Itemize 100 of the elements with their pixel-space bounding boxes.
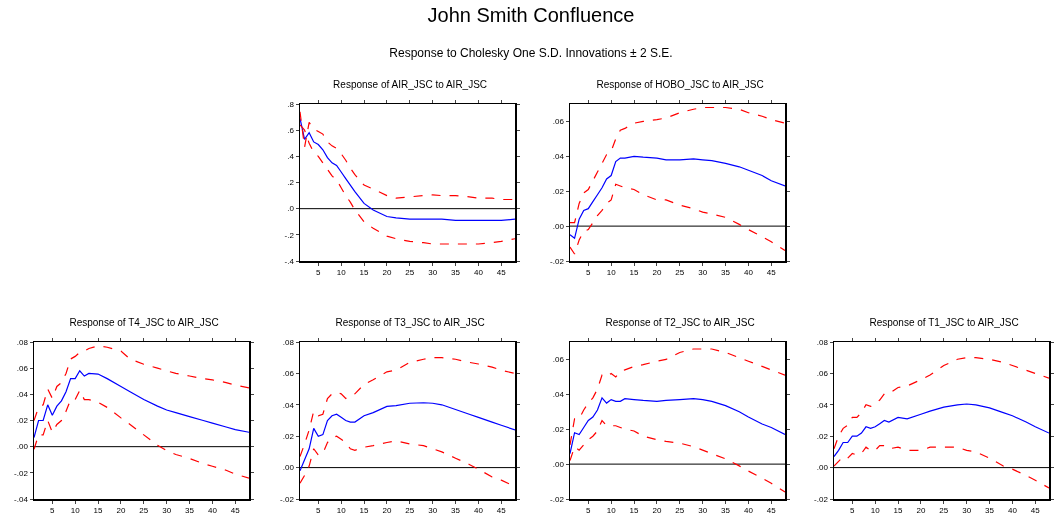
x-tick-label: 5: [316, 506, 322, 516]
y-tick-label: -.02: [814, 494, 829, 504]
x-tick-label: 15: [629, 506, 640, 516]
y-tick-label: .02: [16, 416, 29, 426]
line-series: [34, 370, 249, 439]
line-series: [300, 357, 515, 458]
y-tick-label: .08: [282, 337, 295, 347]
x-tick-label: 5: [316, 268, 322, 278]
line-series: [570, 419, 785, 493]
x-tick-label: 35: [185, 506, 195, 516]
y-tick-label: .8: [287, 99, 295, 109]
line-series: [34, 389, 249, 479]
line-series: [570, 348, 785, 446]
y-tick-label: -.02: [280, 494, 295, 504]
y-tick-label: -.02: [550, 256, 565, 266]
x-tick-label: 15: [629, 268, 640, 278]
y-tick-label: .08: [816, 337, 829, 347]
y-tick-label: .02: [816, 432, 829, 441]
line-series: [570, 106, 785, 224]
x-tick-label: 5: [586, 268, 592, 278]
chart-title: Response of T1_JSC to AIR_JSC: [869, 317, 1019, 329]
x-tick-label: 20: [916, 506, 926, 516]
x-tick-label: 15: [893, 506, 904, 516]
y-tick-label: .02: [552, 425, 565, 435]
y-tick-label: -.4: [284, 256, 295, 266]
x-tick-label: 30: [698, 268, 708, 278]
y-tick-label: -.02: [550, 494, 565, 504]
x-tick-label: 25: [675, 506, 685, 516]
line-series: [834, 403, 1049, 458]
x-tick-label: 35: [451, 268, 461, 278]
x-tick-label: 35: [721, 506, 731, 516]
y-tick-label: .00: [552, 221, 565, 231]
x-tick-label: 20: [382, 268, 392, 278]
x-tick-label: 40: [1007, 506, 1018, 516]
line-series: [834, 357, 1049, 450]
x-tick-label: 20: [116, 506, 126, 516]
x-tick-label: 45: [496, 268, 507, 278]
x-tick-label: 10: [70, 506, 81, 516]
x-tick-label: 20: [652, 506, 662, 516]
x-tick-label: 45: [766, 506, 777, 516]
x-tick-label: 10: [606, 506, 617, 516]
x-tick-label: 10: [336, 506, 347, 516]
y-tick-label: .04: [552, 152, 565, 162]
y-tick-label: .06: [16, 363, 29, 373]
y-tick-label: .06: [816, 369, 829, 379]
y-tick-label: -.2: [284, 230, 295, 240]
x-tick-label: 40: [473, 268, 484, 278]
y-tick-label: .4: [287, 152, 295, 162]
x-tick-label: 45: [496, 506, 507, 516]
x-tick-label: 15: [93, 506, 104, 516]
line-series: [300, 402, 515, 472]
y-tick-label: .04: [16, 390, 29, 400]
y-tick-label: -.02: [14, 468, 29, 478]
x-tick-label: 30: [162, 506, 172, 516]
y-tick-label: .00: [282, 463, 295, 473]
x-tick-label: 10: [870, 506, 881, 516]
x-tick-label: 5: [50, 506, 56, 516]
line-series: [570, 155, 785, 239]
y-tick-label: .0: [287, 204, 295, 214]
chart-title: Response of AIR_JSC to AIR_JSC: [333, 79, 488, 91]
x-tick-label: 25: [405, 506, 415, 516]
x-tick-label: 30: [428, 268, 438, 278]
chart-title: Response of T2_JSC to AIR_JSC: [605, 317, 755, 329]
text: Response to Cholesky One S.D. Innovations ± 2 S.E.: [388, 46, 674, 60]
y-tick-label: .02: [282, 432, 295, 441]
y-tick-label: .04: [552, 390, 565, 400]
x-tick-label: 25: [405, 268, 415, 278]
y-tick-label: .04: [282, 400, 295, 410]
line-series: [834, 445, 1049, 489]
x-tick-label: 25: [939, 506, 949, 516]
text: John Smith Confluence: [426, 4, 636, 27]
x-tick-label: 25: [675, 268, 685, 278]
x-tick-label: 40: [743, 268, 754, 278]
x-tick-label: 35: [451, 506, 461, 516]
x-tick-label: 30: [698, 506, 708, 516]
chart-title: Response of T3_JSC to AIR_JSC: [335, 317, 485, 329]
x-tick-label: 35: [985, 506, 995, 516]
x-tick-label: 40: [743, 506, 754, 516]
y-tick-label: .06: [282, 369, 295, 379]
x-tick-label: 5: [586, 506, 592, 516]
line-series: [570, 397, 785, 455]
y-tick-label: .00: [816, 463, 829, 473]
y-tick-label: .02: [552, 187, 565, 197]
y-tick-label: .06: [552, 355, 565, 365]
line-series: [570, 183, 785, 255]
y-tick-label: .00: [16, 442, 29, 452]
x-tick-label: 10: [336, 268, 347, 278]
x-tick-label: 5: [850, 506, 856, 516]
x-tick-label: 20: [652, 268, 662, 278]
y-tick-label: .6: [287, 125, 295, 135]
x-tick-label: 15: [359, 268, 370, 278]
x-tick-label: 40: [207, 506, 218, 516]
line-series: [34, 345, 249, 422]
y-tick-label: .00: [552, 459, 565, 469]
y-tick-label: .08: [16, 337, 29, 347]
x-tick-label: 45: [230, 506, 241, 516]
x-tick-label: 35: [721, 268, 731, 278]
x-tick-label: 40: [473, 506, 484, 516]
x-tick-label: 10: [606, 268, 617, 278]
x-tick-label: 25: [139, 506, 149, 516]
